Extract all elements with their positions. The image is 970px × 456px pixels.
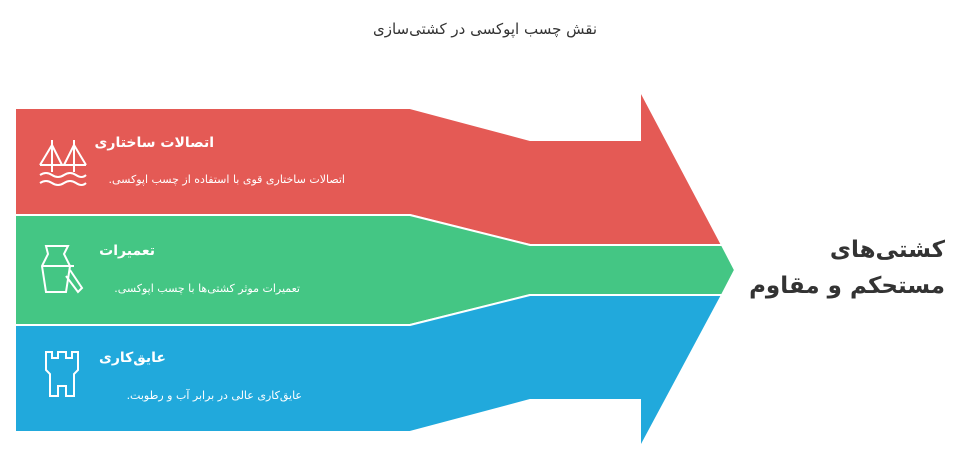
icon-tower — [45, 351, 79, 397]
item-description: تعمیرات موثر کشتی‌ها با چسب اپوکسی. — [114, 282, 300, 295]
title: نقش چسب اپوکسی در کشتی‌سازی — [372, 20, 598, 38]
item-title: عایق‌کاری — [99, 350, 166, 366]
band-blue — [14, 294, 724, 449]
item-title: تعمیرات — [99, 243, 155, 259]
item-description: اتصالات ساختاری قوی با استفاده از چسب اپ… — [108, 173, 345, 186]
result-text: کشتی‌های مستحکم و مقاوم — [749, 237, 945, 299]
icon-bridge — [39, 140, 87, 186]
item-title: اتصالات ساختاری — [94, 135, 214, 151]
item-description: عایق‌کاری عالی در برابر آب و رطوبت. — [126, 389, 302, 402]
icon-repair — [40, 245, 84, 294]
